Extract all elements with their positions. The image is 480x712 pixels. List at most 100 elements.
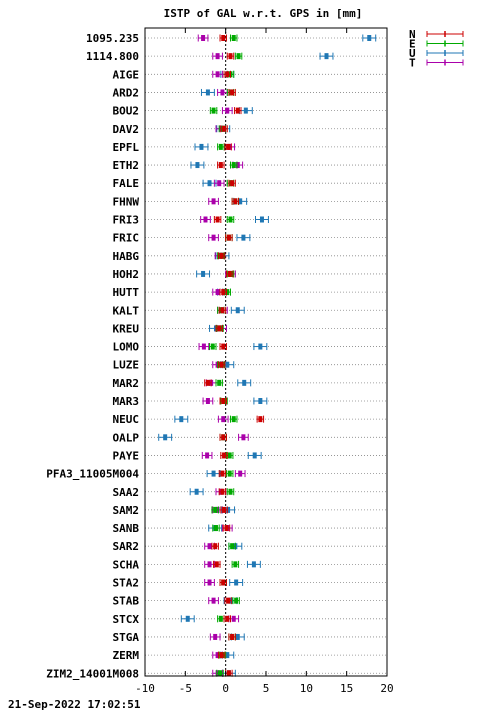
site-label: SAR2 <box>113 540 140 553</box>
data-point <box>362 34 377 42</box>
data-point <box>190 161 205 169</box>
site-label: STAB <box>113 595 140 608</box>
site-label: SANB <box>113 522 140 535</box>
x-tick-label: 0 <box>222 682 229 695</box>
data-point <box>174 415 189 423</box>
x-tick-label: 5 <box>263 682 270 695</box>
data-point <box>217 415 229 423</box>
site-label: FRIC <box>113 232 140 245</box>
site-label: DAV2 <box>113 123 140 136</box>
data-point <box>238 433 249 441</box>
site-label: MAR2 <box>113 377 140 390</box>
data-point <box>211 542 219 550</box>
x-tick-label: -10 <box>135 682 155 695</box>
data-point <box>220 125 228 133</box>
data-point <box>217 615 225 623</box>
site-label: EPFL <box>113 141 140 154</box>
data-point <box>200 88 215 96</box>
data-point <box>219 34 227 42</box>
data-point <box>219 288 227 296</box>
data-point <box>209 343 217 351</box>
data-point <box>196 270 211 278</box>
legend-label: T <box>409 57 416 70</box>
data-point <box>237 379 252 387</box>
site-label: AIGE <box>113 68 140 81</box>
x-tick-label: 15 <box>340 682 353 695</box>
data-point <box>212 524 220 532</box>
data-point <box>217 252 226 260</box>
data-point <box>230 161 238 169</box>
site-label: LOMO <box>113 341 140 354</box>
legend-swatch <box>426 59 464 66</box>
data-point <box>197 34 209 42</box>
data-marks <box>158 34 377 677</box>
site-label: SAM2 <box>113 504 140 517</box>
data-point <box>204 560 215 568</box>
site-label: ARD2 <box>113 86 140 99</box>
chart-title: ISTP of GAL w.r.t. GPS in [mm] <box>164 7 363 20</box>
legend-label: U <box>409 47 416 60</box>
x-tick-label: 20 <box>380 682 393 695</box>
site-label: KALT <box>113 304 140 317</box>
data-point <box>253 397 268 405</box>
data-point <box>198 343 210 351</box>
data-point <box>226 488 235 496</box>
site-labels: 1095.235 1114.800 AIGE ARD2 BOU2 DAV2 EPFL ETH2… <box>46 32 139 680</box>
data-point <box>236 234 251 242</box>
site-label: HOH2 <box>113 268 140 281</box>
plot-frame <box>144 27 388 677</box>
x-tick-label: -5 <box>179 682 192 695</box>
data-point <box>218 488 227 496</box>
data-point <box>158 433 173 441</box>
data-point <box>212 70 223 78</box>
data-point <box>230 34 238 42</box>
site-label: SAA2 <box>113 486 140 499</box>
site-label: SCHA <box>113 558 140 571</box>
timestamp: 21-Sep-2022 17:02:51 <box>8 698 141 711</box>
data-point <box>226 52 235 60</box>
data-point <box>228 88 236 96</box>
site-label: HABG <box>113 250 140 263</box>
site-label: ETH2 <box>113 159 140 172</box>
data-point <box>219 579 227 586</box>
data-point <box>204 579 215 586</box>
site-label: 1114.800 <box>86 50 139 63</box>
legend-label: E <box>409 38 416 51</box>
data-point <box>212 52 223 60</box>
site-label: KREU <box>113 322 140 335</box>
data-point <box>206 470 221 478</box>
data-point <box>231 197 240 205</box>
data-point <box>219 343 227 351</box>
data-point <box>256 415 265 423</box>
data-point <box>234 52 243 60</box>
data-point <box>213 179 225 187</box>
data-point <box>224 143 232 151</box>
data-point <box>217 651 226 659</box>
data-point <box>201 451 213 459</box>
site-label: STGA <box>113 631 140 644</box>
data-point <box>255 216 269 223</box>
data-point <box>209 107 218 115</box>
site-label: NEUC <box>113 413 140 426</box>
data-point <box>223 615 232 623</box>
data-point <box>230 306 245 314</box>
data-point <box>319 52 334 60</box>
data-point <box>215 324 223 332</box>
series-U <box>158 34 377 677</box>
series-N <box>204 34 265 677</box>
data-point <box>223 70 232 78</box>
data-point <box>225 270 234 278</box>
data-point <box>180 615 195 623</box>
data-point <box>211 506 219 514</box>
site-label: FRI3 <box>113 214 140 227</box>
data-point <box>189 488 204 496</box>
site-label: HUTT <box>113 286 140 299</box>
data-point <box>215 379 223 387</box>
data-point <box>218 470 227 478</box>
data-point <box>232 597 240 605</box>
site-label: MAR3 <box>113 395 140 408</box>
data-point <box>246 560 261 568</box>
site-label: STCX <box>113 613 140 626</box>
gridlines <box>145 37 387 674</box>
